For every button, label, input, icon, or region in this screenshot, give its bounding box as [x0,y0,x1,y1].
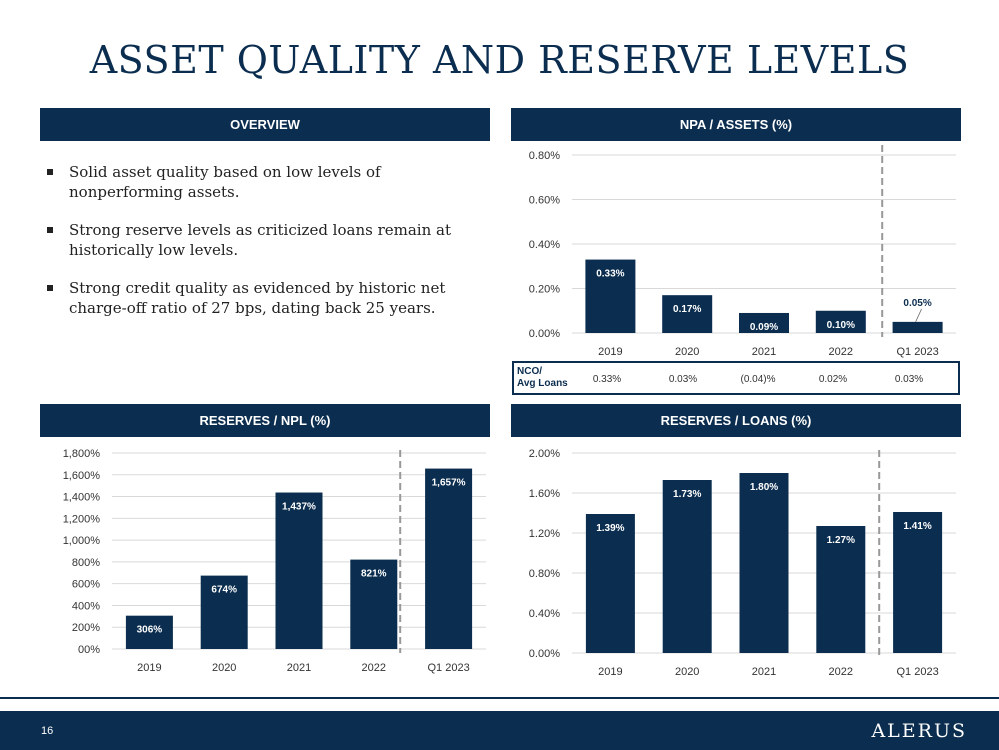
bar [816,526,866,653]
bar [662,480,712,653]
nco-value-2021: (0.04)% [740,374,776,385]
y-tick-label: 2.00% [529,448,560,460]
x-tick-label: 2021 [752,666,776,678]
bar [275,492,323,649]
bar [893,512,943,653]
bullet-text: Strong credit quality as evidenced by hi… [69,279,446,317]
bullet-text: Solid asset quality based on low levels … [69,163,381,201]
x-tick-label: 2019 [598,666,622,678]
bar [739,312,789,333]
y-tick-label: 800% [72,557,100,569]
npa-chart-header: NPA / ASSETS (%) [511,108,961,141]
y-tick-label: 0.60% [529,195,560,207]
y-tick-label: 0.00% [529,328,560,340]
data-label-leader [915,308,922,323]
y-tick-label: 1.20% [529,528,560,540]
bullet-item: Solid asset quality based on low levels … [45,162,465,202]
y-tick-label: 400% [72,600,100,612]
nco-label-line1: NCO/ [517,366,542,377]
footer-divider [0,697,999,699]
nco-value-2022: 0.02% [818,374,848,385]
nco-label-line2: Avg Loans [517,378,568,389]
bar [125,615,173,649]
nco-label: NCO/ Avg Loans [517,366,568,390]
x-tick-label: Q1 2023 [896,666,938,678]
y-tick-label: 600% [72,579,100,591]
y-tick-label: 0.20% [529,284,560,296]
y-tick-label: 0.00% [529,648,560,660]
reserves-npl-chart: 00% 200% 400% 600% 800% 1,000% 1,200% 1,400% 1,6… [63,448,486,674]
npa-assets-chart: 0.00% 0.20% 0.40% 0.60% 0.80% 0.33% 2019 0.17% 2… [529,145,956,358]
data-label: 674% [211,585,237,596]
data-label: 1,437% [282,502,316,513]
y-tick-label: 1,200% [63,513,101,525]
bar [585,259,636,333]
y-tick-label: 1.60% [529,488,560,500]
bar [662,295,713,333]
page-number: 16 [41,725,54,737]
bullet-item: Strong reserve levels as criticized loan… [45,220,465,260]
bar [585,514,635,653]
y-tick-label: 1,000% [63,535,101,547]
y-tick-label: 00% [78,644,100,656]
bar [425,468,473,649]
x-tick-label: Q1 2023 [427,662,469,674]
overview-header: OVERVIEW [40,108,490,141]
x-tick-label: 2019 [137,662,161,674]
bar [350,559,398,649]
footer-bar: 16 ALERUS [0,711,999,750]
x-tick-label: 2020 [675,666,699,678]
x-tick-label: 2021 [287,662,311,674]
y-tick-label: 1,400% [63,492,101,504]
y-tick-label: 0.40% [529,608,560,620]
bar [200,575,248,649]
alerus-logo: ALERUS [871,720,967,742]
overview-bullet-list: Solid asset quality based on low levels … [45,162,465,336]
npl-chart-header: RESERVES / NPL (%) [40,404,490,437]
bullet-marker-icon [47,285,53,291]
x-tick-label: 2021 [752,346,776,358]
data-label: 0.17% [673,304,701,315]
y-tick-label: 0.40% [529,239,560,251]
bar [739,473,789,653]
data-label: 0.05% [903,298,931,309]
data-label: 1,657% [432,478,466,489]
bullet-item: Strong credit quality as evidenced by hi… [45,278,465,318]
bar [892,321,943,333]
x-tick-label: Q1 2023 [896,346,938,358]
nco-table: NCO/ Avg Loans 0.33% 0.03% (0.04)% 0.02%… [512,361,960,395]
data-label: 1.80% [750,482,778,493]
nco-value-2019: 0.33% [592,374,622,385]
x-tick-label: 2022 [829,346,853,358]
page-title: ASSET QUALITY AND RESERVE LEVELS [89,38,910,82]
x-tick-label: 2022 [362,662,386,674]
loans-chart-header: RESERVES / LOANS (%) [511,404,961,437]
nco-value-q1-2023: 0.03% [894,374,924,385]
data-label: 0.09% [750,322,778,333]
data-label: 0.33% [596,269,624,280]
data-label: 821% [361,569,387,580]
bullet-text: Strong reserve levels as criticized loan… [69,221,451,259]
bar [815,310,866,333]
x-tick-label: 2019 [598,346,622,358]
bullet-marker-icon [47,169,53,175]
y-tick-label: 1,800% [63,448,101,460]
data-label: 1.73% [673,489,701,500]
y-tick-label: 1,600% [63,470,101,482]
data-label: 306% [137,625,163,636]
x-tick-label: 2020 [675,346,699,358]
y-tick-label: 0.80% [529,568,560,580]
nco-value-2020: 0.03% [668,374,698,385]
data-label: 0.10% [827,320,855,331]
data-label: 1.27% [827,535,855,546]
reserves-loans-chart: 0.00% 0.40% 0.80% 1.20% 1.60% 2.00% 1.39% 2019 1… [529,448,956,678]
data-label: 1.41% [903,521,931,532]
y-tick-label: 200% [72,622,100,634]
bullet-marker-icon [47,227,53,233]
x-tick-label: 2020 [212,662,236,674]
x-tick-label: 2022 [829,666,853,678]
data-label: 1.39% [596,523,624,534]
y-tick-label: 0.80% [529,150,560,162]
